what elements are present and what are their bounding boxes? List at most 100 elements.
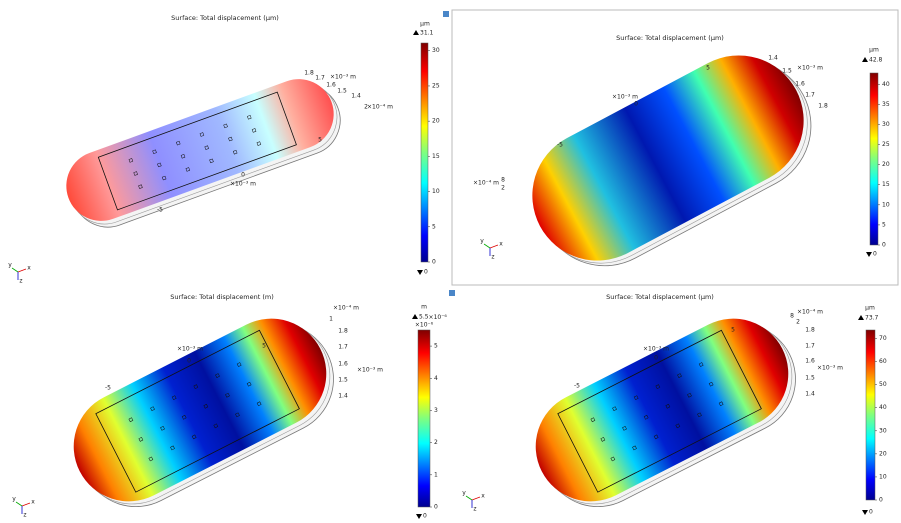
axis-label: 1.8 — [818, 103, 828, 110]
axis-label: 5 — [731, 327, 735, 334]
axis-label: 0 — [187, 358, 191, 365]
colorbar-tick-label: 0 — [434, 504, 438, 511]
plot-panel: Surface: Total displacement (μm)40353025… — [473, 31, 890, 291]
plot-title: Surface: Total displacement (μm) — [616, 34, 724, 42]
axis-label: -5 — [557, 142, 563, 149]
axis-label: 1.4 — [338, 393, 348, 400]
colorbar-max: 31.1 — [420, 30, 434, 37]
triad-label: z — [473, 506, 476, 513]
triad-x — [18, 269, 26, 272]
axis-label: 5 — [706, 65, 710, 72]
axis-label: 1.5 — [337, 88, 347, 95]
colorbar — [866, 330, 875, 500]
axis-label: 1.4 — [351, 93, 361, 100]
triad-label: x — [481, 493, 485, 500]
axis-label: ×10⁻⁴ m — [797, 309, 823, 316]
triad-label: y — [462, 490, 466, 497]
surface-plot — [509, 33, 826, 284]
triad-label: x — [499, 241, 503, 248]
screenshot: Surface: Total displacement (μm)30252015… — [0, 0, 901, 523]
axis-label: 1.5 — [782, 68, 792, 75]
max-arrow — [858, 315, 864, 320]
colorbar-tick-label: 1 — [434, 471, 438, 478]
plot-panel: Surface: Total displacement (m)543210m5.… — [12, 293, 447, 523]
triad-label: y — [480, 238, 484, 245]
surface-plot — [517, 300, 808, 521]
surface-plot — [56, 69, 343, 231]
colorbar-tick-label: 30 — [432, 47, 440, 54]
colorbar-tick-label: 2 — [434, 439, 438, 446]
colorbar-tick-label: 0 — [879, 497, 883, 504]
plot-title: Surface: Total displacement (μm) — [171, 14, 279, 22]
max-arrow — [862, 57, 868, 62]
axis-label: ×10⁻³ m — [817, 365, 843, 372]
axis-label: 2 — [501, 185, 505, 192]
axis-label: ×10⁻³ m — [797, 65, 823, 72]
axis-label: 1.7 — [315, 75, 325, 82]
colorbar-tick-label: 5 — [434, 343, 438, 350]
colorbar-tick-label: 35 — [882, 101, 890, 108]
triad-label: x — [27, 265, 31, 272]
colorbar-min: 0 — [873, 251, 877, 258]
min-arrow — [417, 270, 423, 275]
axis-label: 1.5 — [338, 377, 348, 384]
colorbar-tick-label: 30 — [879, 427, 887, 434]
axis-label: 0 — [654, 355, 658, 362]
colorbar-min: 0 — [869, 509, 873, 516]
colorbar-tick-label: 10 — [882, 201, 890, 208]
panel-icon — [449, 290, 455, 296]
surface — [56, 68, 350, 238]
axis-label: 1.4 — [768, 55, 778, 62]
colorbar-tick-label: 0 — [882, 242, 886, 249]
axis-label: 8 — [501, 177, 505, 184]
axis-label: ×10⁻⁴ m — [367, 104, 393, 111]
colorbar-tick-label: 50 — [879, 381, 887, 388]
triad-x — [472, 497, 480, 500]
axis-label: 1.7 — [805, 92, 815, 99]
triad-y — [466, 496, 472, 500]
triad-label: x — [31, 499, 35, 506]
colorbar-tick-label: 20 — [879, 450, 887, 457]
triad-y — [16, 502, 22, 506]
colorbar-tick-label: 3 — [434, 407, 438, 414]
axis-label: ×10⁻³ m — [177, 346, 203, 353]
colorbar-tick-label: 25 — [432, 82, 440, 89]
min-arrow — [862, 510, 868, 515]
colorbar-min: 0 — [424, 269, 428, 276]
axis-label: 1.8 — [805, 327, 815, 334]
colorbar-max-suffix: ×10⁻⁶ — [429, 314, 448, 321]
axis-label: 1.6 — [805, 358, 815, 365]
triad-label: y — [8, 262, 12, 269]
axis-label: 5 — [262, 343, 266, 350]
colorbar-tick-label: 40 — [882, 81, 890, 88]
plot-title: Surface: Total displacement (m) — [170, 293, 274, 301]
axis-label: 1.8 — [304, 70, 314, 77]
max-arrow — [413, 30, 419, 35]
colorbar-max: 5.5×10⁻⁶ — [419, 314, 447, 321]
surface — [517, 298, 815, 523]
axis-label: 1 — [329, 316, 333, 323]
colorbar-min: 0 — [423, 513, 427, 520]
colorbar-tick-label: 60 — [879, 358, 887, 365]
axis-label: 1.8 — [338, 328, 348, 335]
surface-plot — [55, 300, 346, 521]
axis-label: ×10⁻³ m — [357, 367, 383, 374]
colorbar-tick-label: 0 — [432, 259, 436, 266]
axis-label: 8 — [790, 313, 794, 320]
axis-label: ×10⁻³ m — [330, 74, 356, 81]
axis-label: ×10⁻³ m — [612, 94, 638, 101]
axis-label: ×10⁻⁴ m — [333, 305, 359, 312]
colorbar-tick-label: 4 — [434, 375, 438, 382]
triad-x — [490, 245, 498, 248]
colorbar-tick-label: 5 — [882, 221, 886, 228]
colorbar — [418, 330, 430, 507]
panel-icon — [443, 11, 449, 17]
colorbar-tick-label: 20 — [432, 118, 440, 125]
triad-y — [484, 244, 490, 248]
colorbar-unit: μm — [865, 305, 875, 312]
axis-label: 5 — [318, 137, 322, 144]
axis-label: -5 — [574, 383, 580, 390]
colorbar-tick-label: 15 — [432, 153, 440, 160]
axis-label: -5 — [105, 385, 111, 392]
colorbar-unit: μm — [869, 47, 879, 54]
